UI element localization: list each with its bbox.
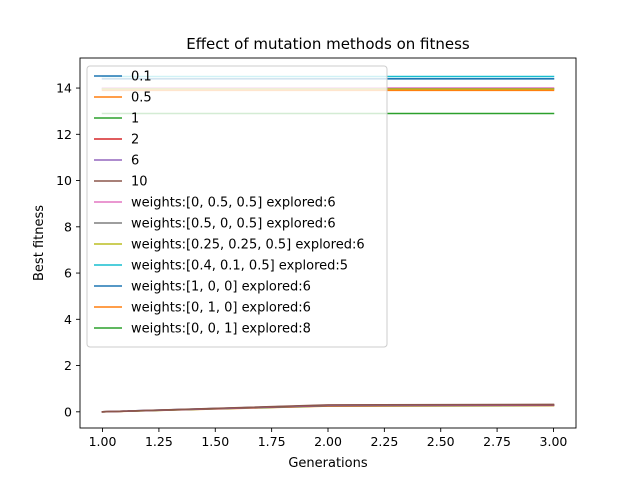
legend-entry-label: weights:[0, 0.5, 0.5] explored:6 [131, 196, 336, 211]
legend-entry-label: 10 [131, 175, 148, 190]
x-axis: 1.00 1.25 1.50 1.75 2.00 2.25 2.50 2.75 3.00 [89, 428, 568, 449]
y-tick-label: 0 [64, 404, 72, 419]
y-tick-label: 2 [64, 358, 72, 373]
legend-entry-label: weights:[0, 0, 1] explored:8 [131, 322, 311, 337]
x-axis-label: Generations [288, 456, 368, 471]
y-axis-label: Best fitness [32, 205, 47, 281]
y-tick-label: 10 [56, 173, 72, 188]
x-tick-label: 2.75 [483, 434, 511, 449]
x-tick-label: 3.00 [540, 434, 568, 449]
legend-entry-label: 1 [131, 112, 139, 127]
y-tick-label: 8 [64, 219, 72, 234]
legend: 0.1 0.5 1 2 6 10 weights:[0, 0.5, 0.5] explore… [86, 65, 388, 348]
legend-entry-label: weights:[1, 0, 0] explored:6 [131, 280, 311, 295]
x-tick-label: 2.25 [370, 434, 398, 449]
x-tick-label: 2.50 [427, 434, 455, 449]
x-tick-label: 1.25 [145, 434, 173, 449]
y-tick-label: 12 [56, 127, 72, 142]
legend-entry-label: 6 [131, 154, 139, 169]
series-line-5 [101, 403, 555, 413]
y-tick-label: 6 [64, 266, 72, 281]
legend-entry-label: weights:[0, 1, 0] explored:6 [131, 301, 311, 316]
legend-entry-label: weights:[0.25, 0.25, 0.5] explored:6 [131, 238, 365, 253]
x-tick-label: 1.75 [258, 434, 286, 449]
y-tick-label: 4 [64, 312, 72, 327]
legend-entry-label: 2 [131, 133, 139, 148]
x-tick-label: 2.00 [314, 434, 342, 449]
x-tick-label: 1.00 [89, 434, 117, 449]
legend-entry-label: weights:[0.4, 0.1, 0.5] explored:5 [131, 259, 348, 274]
chart-title: Effect of mutation methods on fitness [186, 35, 470, 53]
x-tick-label: 1.50 [201, 434, 229, 449]
legend-entry-label: 0.5 [131, 91, 152, 106]
y-axis: 0 2 4 6 8 10 12 14 [56, 81, 80, 419]
legend-frame [86, 65, 388, 348]
legend-entry-label: weights:[0.5, 0, 0.5] explored:6 [131, 217, 336, 232]
legend-entry-label: 0.1 [131, 70, 152, 85]
y-tick-label: 14 [56, 81, 72, 96]
